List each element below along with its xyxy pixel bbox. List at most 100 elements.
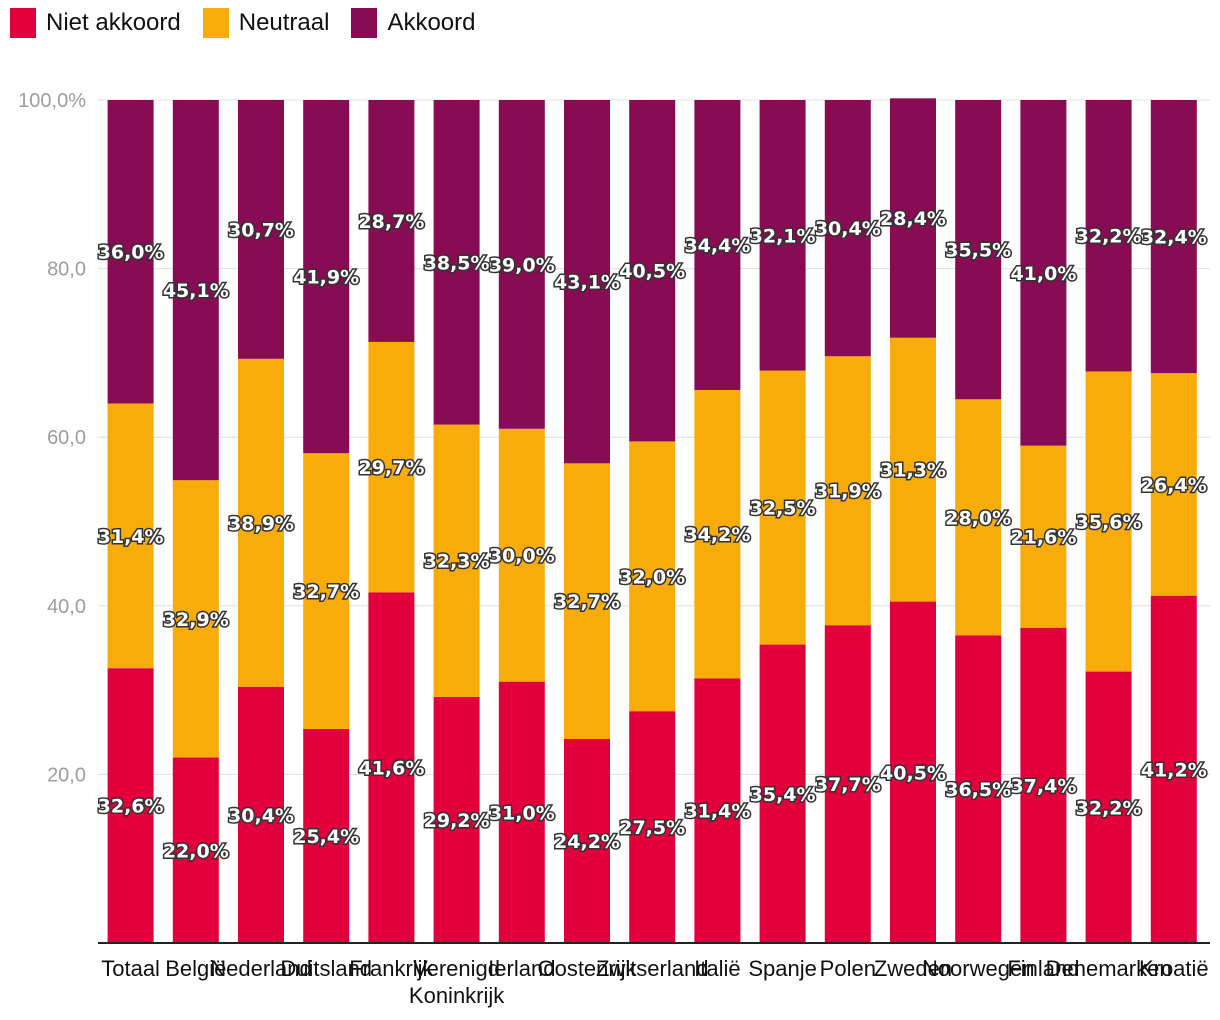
x-tick-label: Polen <box>820 956 876 981</box>
bar-segment <box>107 403 154 669</box>
data-label: 26,4% <box>1141 474 1207 496</box>
bar-segment <box>824 100 871 357</box>
bar-segment <box>955 100 1002 400</box>
data-label: 32,7% <box>554 591 620 613</box>
bar-segment <box>1150 595 1197 943</box>
data-label: 24,2% <box>554 831 620 853</box>
data-label: 36,0% <box>98 242 164 264</box>
legend-item[interactable]: Neutraal <box>202 8 330 38</box>
data-label: 35,4% <box>750 784 816 806</box>
data-label: 37,7% <box>815 774 881 796</box>
legend-label: Niet akkoord <box>46 9 181 36</box>
data-label: 40,5% <box>619 261 685 283</box>
bar-segment <box>1150 100 1197 374</box>
data-label: 39,0% <box>489 254 555 276</box>
bar-segment <box>1085 100 1132 372</box>
bar-segment <box>564 738 610 943</box>
bar-segment <box>694 389 741 679</box>
data-label: 32,9% <box>163 609 229 631</box>
bar-segment <box>433 424 480 697</box>
x-tick-label: Verenigd Koninkrijk <box>409 956 505 1008</box>
x-tick-label: Ierland <box>488 956 555 981</box>
data-label: 41,6% <box>358 758 424 780</box>
bar-segment <box>303 100 350 454</box>
x-tick-label: Nederland <box>210 956 312 981</box>
bar-segment <box>629 711 676 943</box>
data-label: 30,0% <box>489 545 555 567</box>
x-tick-label: Zwitserland <box>596 956 708 981</box>
y-tick-label: 60,0 <box>47 427 86 449</box>
legend-item[interactable]: Niet akkoord <box>10 8 181 38</box>
data-label: 25,4% <box>293 826 359 848</box>
data-label: 32,2% <box>1076 226 1142 248</box>
bar-segment <box>955 635 1002 943</box>
x-tick-label: België <box>165 956 226 981</box>
legend-item[interactable]: Akkoord <box>351 8 476 38</box>
x-tick-label: Spanje <box>748 956 817 981</box>
bar-segment <box>629 441 676 712</box>
y-tick-label: 40,0 <box>47 596 86 618</box>
data-label: 43,1% <box>554 272 620 294</box>
data-label: 34,4% <box>684 235 750 257</box>
data-label: 31,4% <box>684 801 750 823</box>
data-label: 32,2% <box>1076 797 1142 819</box>
bar-segment <box>172 757 219 943</box>
bar-segment <box>1020 445 1067 628</box>
x-tick-label: Duitsland <box>280 956 372 981</box>
data-label: 41,9% <box>293 267 359 289</box>
data-label: 32,5% <box>750 498 816 520</box>
bar-segment <box>107 100 154 404</box>
data-label: 36,5% <box>945 779 1011 801</box>
data-label: 35,6% <box>1076 512 1142 534</box>
data-label: 35,5% <box>945 240 1011 262</box>
data-label: 38,5% <box>424 252 490 274</box>
bar-segment <box>368 341 415 593</box>
data-label: 31,3% <box>880 460 946 482</box>
bar-segment <box>172 100 219 481</box>
bar-segment <box>694 100 741 390</box>
x-tick-label: Oostenrijk <box>537 956 637 981</box>
data-label: 29,2% <box>424 810 490 832</box>
bar-segment <box>564 100 610 464</box>
x-tick-label: Denemarken <box>1046 956 1172 981</box>
legend-swatch <box>351 8 378 38</box>
data-label: 32,6% <box>98 796 164 818</box>
y-tick-label: 80,0 <box>47 259 86 281</box>
bar-segment <box>498 428 545 682</box>
bar-segment <box>890 98 936 338</box>
bar-segment <box>172 480 219 758</box>
bar-segment <box>368 100 415 342</box>
legend-swatch <box>10 8 36 38</box>
data-label: 28,0% <box>945 507 1011 529</box>
bar-segment <box>238 358 284 687</box>
x-tick-label: Finland <box>1007 956 1079 981</box>
x-tick-label: Italië <box>694 956 740 981</box>
data-label: 30,7% <box>228 219 294 241</box>
data-label: 22,0% <box>163 840 229 862</box>
data-label: 38,9% <box>228 513 294 535</box>
x-tick-label: Frankrijk <box>349 956 434 981</box>
bar-segment <box>694 678 741 943</box>
data-label: 28,4% <box>880 208 946 230</box>
y-tick-label: 20,0 <box>47 764 86 786</box>
x-tick-label: Noorwegen <box>922 956 1035 981</box>
bar-segment <box>1020 100 1067 446</box>
legend-label: Neutraal <box>238 9 330 36</box>
y-tick-label: 100,0% <box>18 90 86 112</box>
bar-segment <box>1150 373 1197 596</box>
bar-segment <box>303 728 350 943</box>
data-label: 31,9% <box>815 481 881 503</box>
data-label: 31,4% <box>98 526 164 548</box>
bar-segment <box>433 100 480 425</box>
data-label: 41,2% <box>1141 759 1207 781</box>
data-label: 21,6% <box>1010 527 1076 549</box>
bar-segment <box>890 337 936 602</box>
legend-swatch <box>202 8 229 38</box>
bar-segment <box>564 463 610 739</box>
data-label: 28,7% <box>358 211 424 233</box>
x-tick-label: Totaal <box>101 956 160 981</box>
data-label: 31,0% <box>489 802 555 824</box>
bar-segment <box>824 356 871 626</box>
bar-segment <box>433 696 480 943</box>
